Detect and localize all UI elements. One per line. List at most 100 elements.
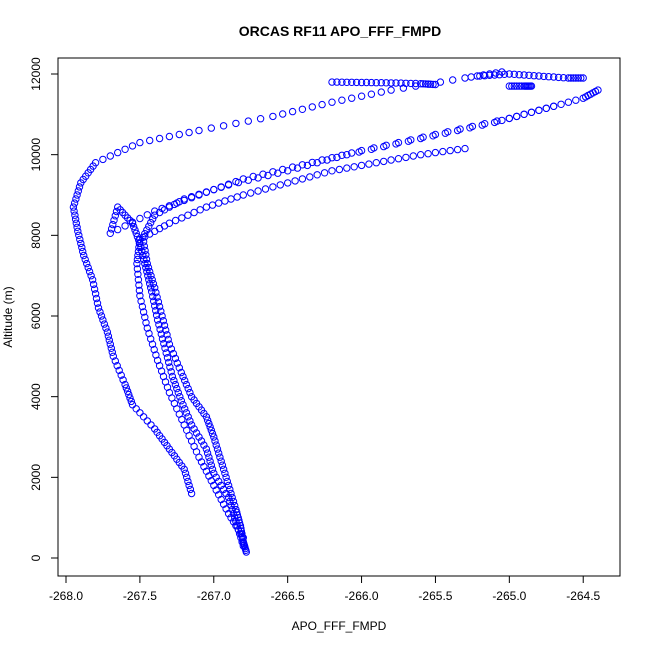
data-point <box>213 445 222 453</box>
data-point <box>574 74 582 82</box>
data-point <box>71 215 80 223</box>
data-point <box>357 161 366 170</box>
data-point <box>269 112 277 121</box>
data-point <box>377 79 385 87</box>
data-point <box>269 183 277 191</box>
data-point <box>550 73 558 81</box>
data-point <box>173 359 182 367</box>
data-point <box>171 354 180 363</box>
data-point <box>579 74 587 82</box>
data-point <box>387 86 395 94</box>
data-point <box>229 518 238 526</box>
data-point <box>126 394 134 402</box>
data-point <box>564 98 573 106</box>
data-point <box>231 501 239 510</box>
data-point <box>131 226 139 234</box>
data-point <box>320 169 329 177</box>
data-point <box>80 251 88 260</box>
data-point <box>151 227 159 236</box>
data-point <box>520 110 528 119</box>
data-point <box>279 110 287 118</box>
x-tick-label: -267.0 <box>197 589 231 603</box>
data-point <box>298 161 307 169</box>
data-point <box>207 124 216 132</box>
data-point <box>155 134 164 143</box>
data-point <box>227 514 235 522</box>
data-point <box>554 73 563 82</box>
data-point <box>279 165 287 174</box>
y-tick-label: 4000 <box>29 383 43 410</box>
data-point <box>206 423 214 431</box>
data-point <box>239 534 248 542</box>
data-point <box>70 199 79 207</box>
data-point <box>176 393 184 401</box>
data-point <box>147 421 155 429</box>
data-point <box>559 74 568 82</box>
data-point <box>202 203 211 211</box>
data-point <box>97 312 106 320</box>
data-point <box>276 181 284 189</box>
data-point <box>160 339 168 348</box>
data-point <box>134 276 143 284</box>
data-point <box>147 218 155 227</box>
data-point <box>183 473 191 481</box>
data-point <box>335 165 344 174</box>
data-point <box>456 125 464 133</box>
data-point <box>72 219 81 227</box>
data-point <box>387 156 395 164</box>
data-point <box>187 489 196 498</box>
data-point <box>186 388 194 397</box>
data-point <box>357 146 366 155</box>
data-point <box>121 222 129 230</box>
data-point <box>182 380 191 389</box>
data-point <box>202 445 211 453</box>
data-point <box>197 437 206 445</box>
data-point <box>367 78 376 87</box>
x-tick-label: -267.5 <box>123 589 157 603</box>
data-point <box>333 153 341 162</box>
data-point <box>165 219 174 227</box>
data-point <box>110 216 118 224</box>
y-axis-label: Altitude (m) <box>1 286 15 347</box>
data-point <box>79 247 87 256</box>
data-point <box>227 501 235 510</box>
data-point <box>229 509 238 518</box>
data-point <box>132 229 140 238</box>
data-point <box>291 177 299 185</box>
data-point <box>217 457 225 465</box>
data-point <box>232 505 240 514</box>
data-point <box>107 225 116 233</box>
data-point <box>485 71 494 80</box>
data-point <box>147 272 155 280</box>
data-point <box>203 449 212 457</box>
data-point <box>362 78 371 87</box>
data-point <box>495 71 504 79</box>
data-point <box>136 138 144 147</box>
data-point <box>168 372 177 381</box>
data-point <box>133 259 141 268</box>
data-point <box>530 72 538 80</box>
data-point <box>313 171 321 179</box>
data-point <box>74 187 83 195</box>
data-point <box>505 82 513 90</box>
data-point <box>148 276 156 284</box>
data-point <box>92 294 101 303</box>
data-point <box>190 208 198 217</box>
y-axis: 0 2000 4000 6000 8000 10000 12000 <box>29 57 59 561</box>
data-point <box>449 76 457 84</box>
data-point <box>208 465 217 473</box>
data-point <box>343 164 351 172</box>
data-point <box>136 292 144 300</box>
data-point <box>84 263 92 272</box>
data-point <box>352 78 361 87</box>
data-point <box>112 207 121 216</box>
data-point <box>407 136 415 144</box>
data-point <box>147 335 155 343</box>
y-tick-label: 12000 <box>29 57 43 91</box>
data-point <box>158 204 166 213</box>
data-point <box>145 276 153 284</box>
data-point <box>147 284 155 292</box>
data-point <box>85 267 94 276</box>
data-point <box>128 401 137 409</box>
data-point <box>91 290 100 298</box>
